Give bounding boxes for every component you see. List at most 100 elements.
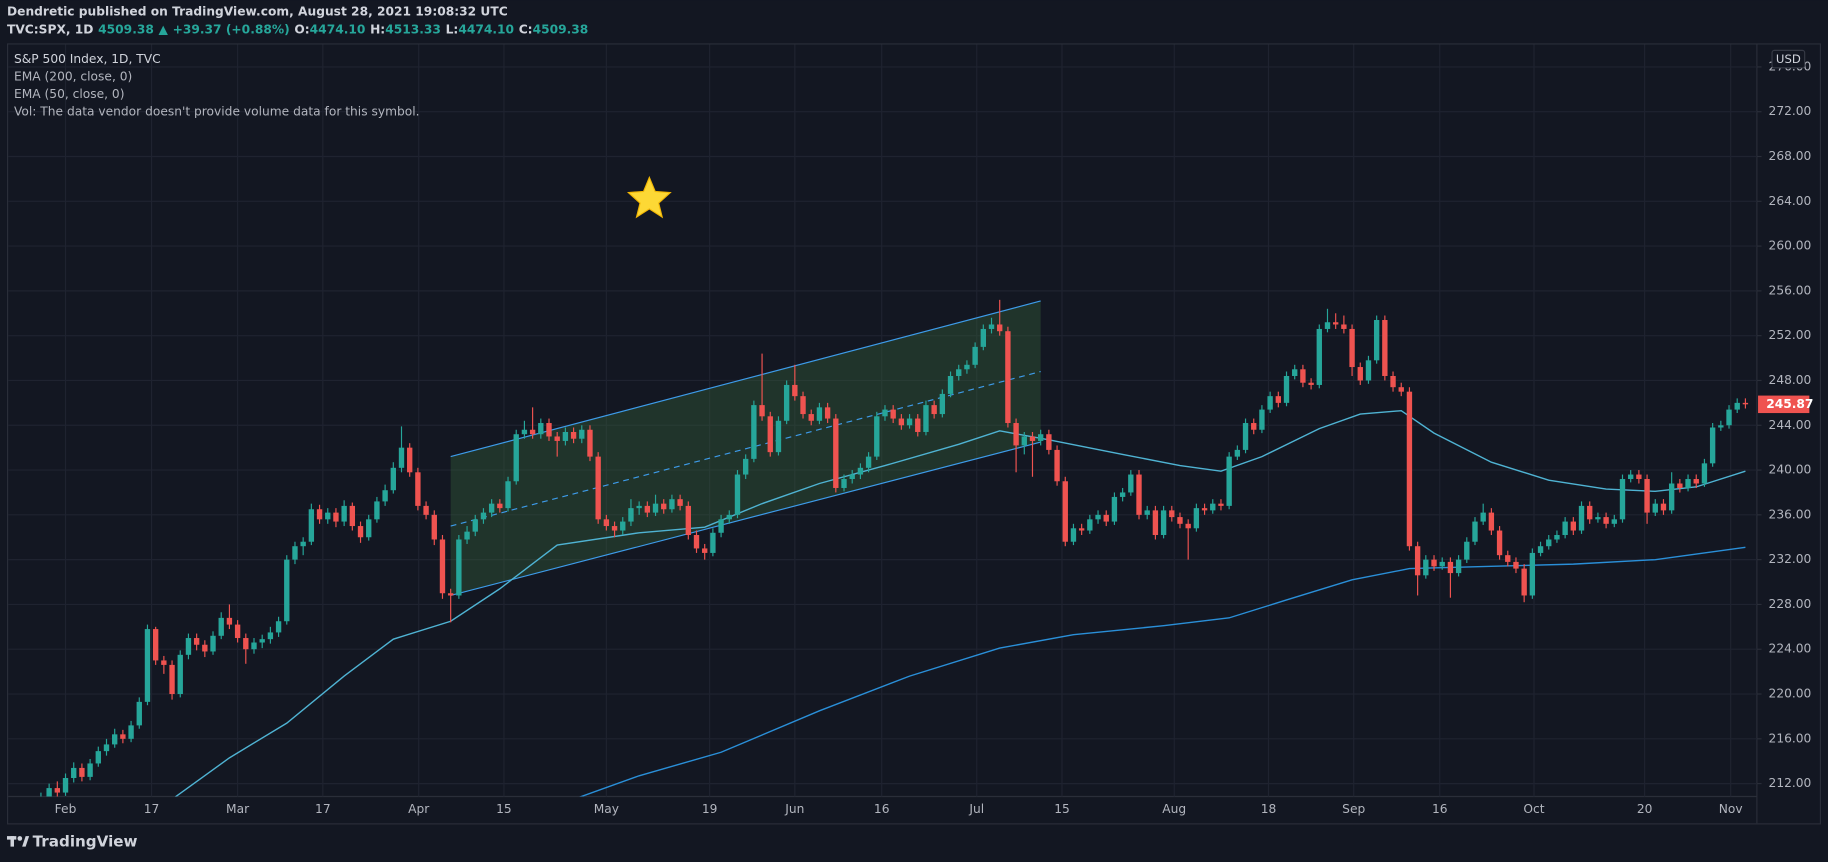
candle-body [456,539,462,596]
candle-body [1103,514,1109,522]
candle-body [906,418,913,426]
candle-body [1275,396,1282,403]
x-tick-label: 17 [315,802,331,816]
candle-body [1152,510,1159,536]
candle-body [882,409,888,417]
candle-body [505,481,511,509]
candle-body [1644,479,1650,513]
quote-part: 4513.33 [385,22,441,36]
candle-body [800,396,806,415]
candle-body [1365,360,1372,381]
legend-title: S&P 500 Index, 1D, TVC [14,52,161,66]
y-tick-label: 240.00 [1769,463,1812,477]
candle-body [742,458,749,475]
candle-body [1242,423,1249,450]
candle-body [513,434,519,482]
candle-body [161,660,167,665]
candle-body [71,767,77,779]
candle-body [62,778,69,793]
candle-body [1513,561,1519,569]
candle-body [1398,387,1404,392]
y-tick-label: 216.00 [1769,731,1812,745]
candle-body [415,472,421,506]
y-tick-label: 244.00 [1769,418,1812,432]
candle-body [562,431,569,441]
candle-body [529,429,536,435]
candle-body [54,788,61,793]
candle-body [1660,503,1667,511]
candle-body [1160,510,1167,536]
quote-part: 4474.10 [310,22,366,36]
quote-part: O: [294,22,309,36]
candle-body [1677,483,1683,488]
candle-body [349,505,356,527]
candle-body [1029,436,1036,441]
candle-body [128,725,134,739]
legend-ema200: EMA (200, close, 0) [14,70,132,84]
candle-body [1505,555,1511,562]
candle-body [447,593,454,596]
x-tick-label: Mar [226,802,250,816]
candle-body [267,632,274,640]
x-tick-label: Jun [784,802,804,816]
candle-body [177,654,183,695]
frame [6,43,1822,825]
candle-body [423,505,429,515]
quote-part: H: [370,22,385,36]
candle-body [1005,331,1011,424]
candle-body [1169,510,1175,518]
star-icon [626,175,672,219]
candle-body [1144,510,1150,515]
x-tick-label: Sep [1342,802,1365,816]
x-tick-label: 18 [1261,802,1277,816]
candle-body [382,490,388,502]
candle-body [1734,402,1740,410]
candle-body [661,503,667,510]
candle-body [1382,320,1388,376]
candle-body [1619,479,1626,520]
candle-body [1373,320,1380,361]
candle-body [988,324,995,329]
y-tick-label: 236.00 [1769,507,1812,521]
candle-body [439,539,446,594]
candle-body [292,546,298,560]
candle-body [841,479,847,488]
y-tick-label: 260.00 [1769,239,1812,253]
candle-body [259,639,265,643]
candle-body [997,324,1003,332]
candle-body [1562,521,1568,536]
y-tick-label: 232.00 [1769,552,1812,566]
y-tick-label: 212.00 [1769,776,1812,790]
candle-body [1095,514,1101,520]
candle-body [1414,546,1421,576]
candle-body [1193,508,1200,529]
candle-body [407,447,413,473]
y-tick-label: 224.00 [1769,642,1812,656]
candle-body [636,505,642,509]
y-tick-label: 272.00 [1769,104,1812,118]
candle-body [890,409,896,419]
candle-body [693,535,700,549]
candle-body [1685,479,1691,488]
candle-body [775,420,782,453]
currency-box [1771,49,1806,69]
candle-body [284,559,290,622]
candle-body [112,734,118,745]
candle-body [1218,503,1224,506]
x-tick-label: 15 [496,802,512,816]
candle-body [538,423,544,435]
candle-body [1341,324,1347,329]
x-tick-label: Aug [1162,802,1186,816]
candle-body [816,407,823,421]
candle-body [1210,503,1216,511]
y-tick-label: 228.00 [1769,597,1812,611]
candle-body [1357,367,1363,381]
candle-body [1496,530,1503,556]
candle-body [357,526,364,538]
axes: 212.00 216.00 220.00 224.00 228.00 232.00 236.… [55,59,1814,815]
candle-body [1570,521,1577,531]
candle-body [554,436,560,441]
candle-body [497,503,503,509]
candle-body [226,617,233,625]
